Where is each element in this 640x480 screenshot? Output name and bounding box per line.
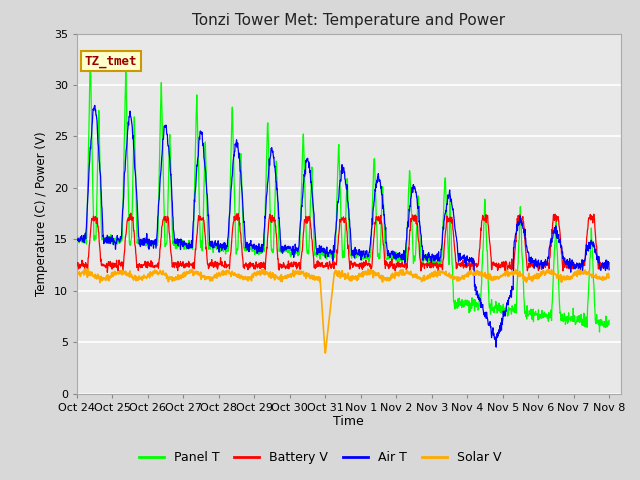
Solar V	[115, 271, 122, 276]
Panel T	[86, 48, 94, 54]
Battery V	[115, 264, 122, 269]
Panel T	[115, 240, 122, 245]
Battery V	[127, 210, 134, 216]
Air T	[310, 211, 318, 216]
Solar V	[376, 273, 384, 279]
Battery V	[310, 265, 318, 271]
Y-axis label: Temperature (C) / Power (V): Temperature (C) / Power (V)	[35, 132, 48, 296]
Title: Tonzi Tower Met: Temperature and Power: Tonzi Tower Met: Temperature and Power	[192, 13, 506, 28]
Panel T	[310, 235, 318, 240]
Battery V	[136, 264, 144, 270]
Battery V	[73, 263, 81, 269]
Air T	[376, 178, 384, 184]
Legend: Panel T, Battery V, Air T, Solar V: Panel T, Battery V, Air T, Solar V	[134, 446, 506, 469]
Panel T	[320, 252, 328, 258]
Air T	[605, 267, 613, 273]
Solar V	[605, 275, 613, 280]
Solar V	[320, 328, 328, 334]
Air T	[136, 238, 144, 243]
Battery V	[376, 215, 384, 221]
Battery V	[300, 231, 307, 237]
Line: Battery V: Battery V	[77, 213, 609, 272]
Panel T	[136, 241, 144, 247]
X-axis label: Time: Time	[333, 415, 364, 429]
Solar V	[73, 272, 81, 278]
Battery V	[104, 269, 111, 275]
Air T	[91, 103, 99, 108]
Solar V	[321, 350, 329, 356]
Panel T	[596, 329, 604, 335]
Air T	[115, 237, 122, 242]
Air T	[73, 237, 81, 243]
Panel T	[605, 317, 613, 323]
Battery V	[320, 264, 328, 269]
Text: TZ_tmet: TZ_tmet	[85, 55, 138, 68]
Solar V	[136, 276, 144, 282]
Air T	[299, 189, 307, 195]
Line: Solar V: Solar V	[77, 269, 609, 353]
Panel T	[376, 248, 384, 254]
Panel T	[299, 135, 307, 141]
Line: Air T: Air T	[77, 106, 609, 347]
Air T	[492, 344, 500, 350]
Air T	[320, 245, 328, 251]
Solar V	[310, 273, 318, 279]
Line: Panel T: Panel T	[77, 51, 609, 332]
Battery V	[605, 260, 613, 265]
Solar V	[84, 266, 92, 272]
Solar V	[299, 271, 307, 276]
Panel T	[73, 233, 81, 239]
